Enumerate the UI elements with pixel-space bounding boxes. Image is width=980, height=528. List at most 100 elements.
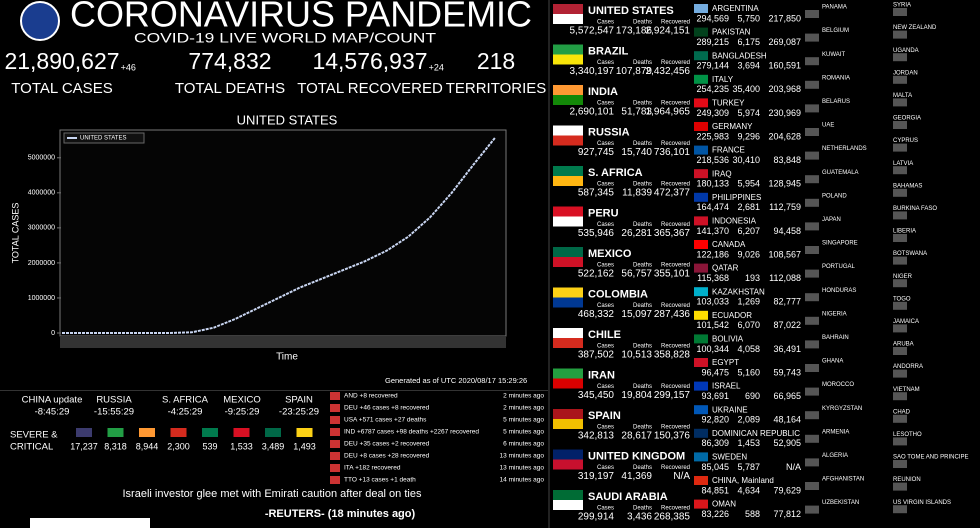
country-deaths: 3,436 — [627, 512, 652, 523]
flag — [694, 381, 708, 391]
critical-value: 2,300 — [167, 441, 190, 451]
country-name: BRAZIL — [588, 45, 629, 57]
feed-time: 13 minutes ago — [500, 465, 545, 472]
flag — [893, 166, 907, 175]
flag — [694, 358, 708, 367]
country-cases: 5,572,547 — [570, 26, 615, 37]
country-name: ALGERIA — [822, 453, 848, 459]
flag — [805, 33, 819, 42]
column-label: Cases — [597, 425, 614, 431]
flag — [893, 98, 907, 107]
country-name: RUSSIA — [588, 126, 630, 138]
country-recovered: 150,376 — [654, 431, 691, 442]
country-name: MOROCCO — [822, 382, 854, 388]
country-cases: 115,368 — [697, 273, 729, 283]
country-name: KUWAIT — [822, 52, 845, 58]
flag — [694, 428, 708, 438]
country-cases: 468,332 — [578, 309, 615, 320]
divider — [548, 0, 550, 528]
country-name: ARMENIA — [822, 429, 849, 435]
feed-time: 5 minutes ago — [503, 417, 544, 424]
country-name: JORDAN — [893, 70, 918, 76]
country-deaths: 28,617 — [621, 431, 652, 442]
country-name: ITALY — [712, 75, 734, 84]
country-name: UGANDA — [893, 48, 919, 54]
x-axis-band — [60, 336, 506, 348]
flag — [805, 293, 819, 302]
country-name: PAKISTAN — [712, 28, 751, 37]
flag — [553, 490, 583, 500]
column-label: Recovered — [661, 20, 690, 26]
flag — [893, 234, 907, 242]
country-name: VIETNAM — [893, 387, 920, 393]
column-label: Cases — [597, 465, 614, 471]
flag — [694, 74, 708, 84]
feed-time: 14 minutes ago — [500, 477, 545, 484]
country-name: KYRGYZSTAN — [822, 406, 862, 412]
column-label: Deaths — [633, 506, 652, 512]
feed-flag — [330, 416, 340, 424]
country-name: SAUDI ARABIA — [588, 491, 668, 503]
country-name: PORTUGAL — [822, 264, 856, 270]
column-label: Recovered — [661, 384, 690, 390]
country-recovered: 2,432,456 — [646, 66, 691, 77]
country-recovered: 128,945 — [768, 179, 801, 189]
country-name: BAHRAIN — [822, 335, 849, 341]
country-cases: 100,344 — [696, 344, 729, 354]
legend-box — [63, 132, 145, 144]
country-name: AFGHANISTAN — [822, 477, 864, 483]
country-name: UNITED STATES — [588, 5, 674, 17]
country-deaths: 5,750 — [737, 13, 760, 23]
column-label: Deaths — [633, 344, 652, 350]
flag — [694, 192, 708, 202]
flag — [805, 128, 819, 136]
flag — [893, 53, 907, 62]
country-deaths: 3,694 — [737, 61, 760, 71]
country-cases: 180,133 — [696, 179, 729, 189]
country-name: TURKEY — [712, 99, 745, 108]
country-cases: 289,215 — [696, 37, 729, 47]
clock-time: -4:25:29 — [168, 407, 203, 418]
flag — [893, 301, 907, 310]
country-name: TOGO — [893, 296, 911, 302]
country-name: SWEDEN — [712, 453, 747, 462]
flag — [553, 125, 583, 136]
feed-flag — [330, 392, 340, 400]
country-name: KAZAKHSTAN — [712, 287, 765, 296]
country-deaths: 6,175 — [737, 37, 760, 47]
flag — [805, 57, 819, 66]
clock-name: RUSSIA — [96, 395, 132, 406]
country-recovered: 472,377 — [654, 188, 691, 199]
country-recovered: 36,491 — [773, 344, 801, 354]
flag — [553, 500, 583, 510]
legend-label: UNITED STATES — [80, 136, 126, 142]
feed-text: IND +6787 cases +98 deaths +2267 recover… — [344, 429, 479, 436]
country-cases: 249,309 — [696, 108, 729, 118]
flag — [893, 121, 907, 129]
country-deaths: 193 — [745, 273, 760, 283]
column-label: Recovered — [661, 222, 690, 228]
column-label: Recovered — [661, 60, 690, 66]
flag — [553, 176, 583, 186]
country-deaths: 6,070 — [737, 320, 760, 330]
country-recovered: 736,101 — [654, 147, 691, 158]
country-name: BAHAMAS — [893, 183, 922, 189]
country-name: US VIRGIN ISLANDS — [893, 500, 951, 506]
country-cases: 254,235 — [696, 84, 729, 94]
country-cases: 2,690,101 — [570, 107, 615, 118]
flag — [893, 437, 907, 446]
country-recovered: 365,367 — [654, 228, 691, 239]
flag — [893, 143, 907, 152]
y-tick-label: 0 — [51, 330, 55, 337]
column-label: Deaths — [633, 60, 652, 66]
flag — [694, 499, 708, 509]
country-deaths: 9,296 — [737, 131, 760, 141]
feed-flag — [330, 464, 340, 472]
country-recovered: 355,101 — [654, 269, 691, 280]
country-deaths: 1,453 — [737, 438, 760, 448]
country-name: SINGAPORE — [822, 241, 858, 247]
feed-time: 2 minutes ago — [503, 393, 544, 400]
flag — [694, 263, 708, 273]
critical-flag — [202, 428, 218, 437]
